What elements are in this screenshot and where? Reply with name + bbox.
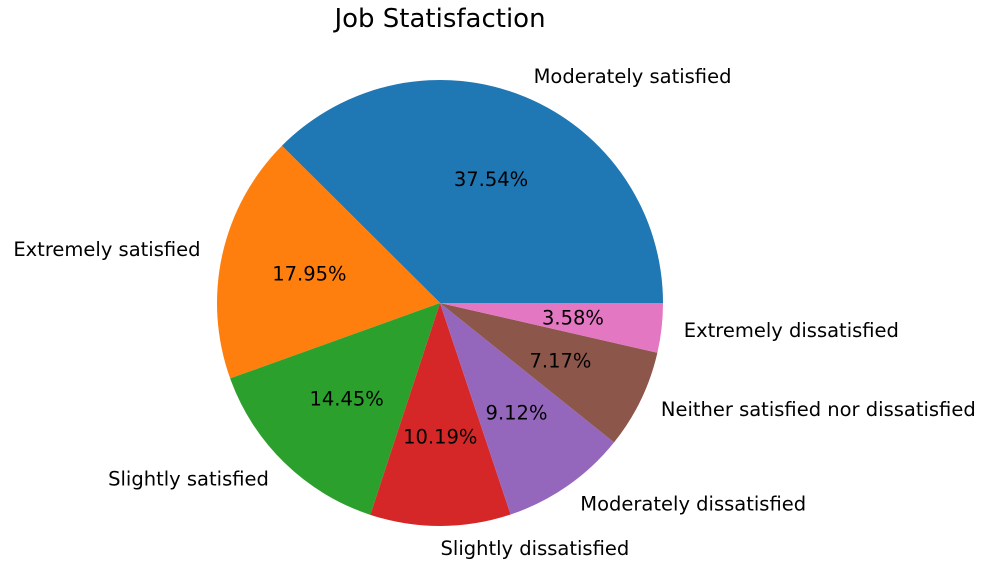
slice-label: Moderately dissatisfied <box>580 493 806 516</box>
pie-slice-extremely-satisfied <box>216 145 440 379</box>
percent-label: 7.17% <box>529 350 591 373</box>
percent-label: 37.54% <box>454 168 528 191</box>
slice-label: Moderately satisfied <box>534 65 732 88</box>
slice-label: Slightly satisfied <box>108 467 269 490</box>
percent-label: 3.58% <box>542 307 604 330</box>
slice-labels: Moderately satisfied Extremely satisfied S… <box>13 65 975 560</box>
percent-labels: 37.54% 17.95% 14.45% 10.19% 9.12% 7.17% 3.58% <box>272 168 604 448</box>
slice-label: Extremely dissatisfied <box>684 319 899 342</box>
percent-label: 10.19% <box>403 425 477 448</box>
pie-slice-moderately-dissatisfied <box>440 303 615 515</box>
pie-slices <box>216 80 663 526</box>
percent-label: 17.95% <box>272 262 346 285</box>
pie-slice-neither-satisfied-nor-dissatisfied <box>440 303 658 443</box>
pie-slice-slightly-satisfied <box>230 303 440 515</box>
chart-title: Job Statisfaction <box>332 4 545 34</box>
pie-slice-moderately-satisfied <box>281 80 663 304</box>
slice-label: Slightly dissatisfied <box>441 537 630 560</box>
pie-slice-extremely-dissatisfied <box>440 303 663 353</box>
percent-label: 9.12% <box>486 401 548 424</box>
percent-label: 14.45% <box>309 387 383 410</box>
slice-label: Neither satisfied nor dissatisfied <box>661 398 976 421</box>
slice-label: Extremely satisfied <box>13 238 200 261</box>
pie-slice-slightly-dissatisfied <box>370 303 511 526</box>
